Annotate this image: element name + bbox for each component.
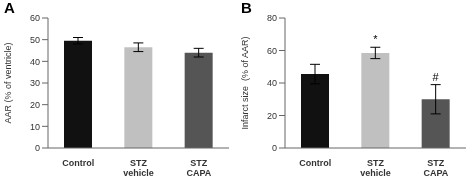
svg-text:20: 20 bbox=[30, 100, 40, 110]
svg-text:30: 30 bbox=[30, 78, 40, 88]
svg-text:STZCAPA: STZCAPA bbox=[423, 158, 448, 178]
svg-text:60: 60 bbox=[30, 13, 40, 23]
svg-text:Control: Control bbox=[299, 158, 331, 168]
svg-text:80: 80 bbox=[267, 13, 277, 23]
svg-text:STZCAPA: STZCAPA bbox=[186, 158, 211, 178]
svg-text:0: 0 bbox=[272, 143, 277, 153]
html-text:B: B bbox=[241, 0, 252, 16]
svg-text:AAR (% of ventricle): AAR (% of ventricle) bbox=[8, 42, 13, 123]
svg-text:STZvehicle: STZvehicle bbox=[123, 158, 154, 178]
svg-text:#: # bbox=[433, 71, 440, 83]
html-text:A: A bbox=[4, 0, 15, 16]
svg-text:40: 40 bbox=[267, 78, 277, 88]
svg-text:STZvehicle: STZvehicle bbox=[360, 158, 391, 178]
svg-text:60: 60 bbox=[267, 46, 277, 56]
svg-text:Control: Control bbox=[62, 158, 94, 168]
svg-text:50: 50 bbox=[30, 35, 40, 45]
svg-text:*: * bbox=[373, 33, 378, 45]
svg-text:20: 20 bbox=[267, 111, 277, 121]
svg-text:0: 0 bbox=[35, 143, 40, 153]
svg-text:40: 40 bbox=[30, 57, 40, 67]
svg-text:Infarct size (% of AAR): Infarct size (% of AAR) bbox=[240, 36, 250, 129]
svg-text:10: 10 bbox=[30, 122, 40, 132]
